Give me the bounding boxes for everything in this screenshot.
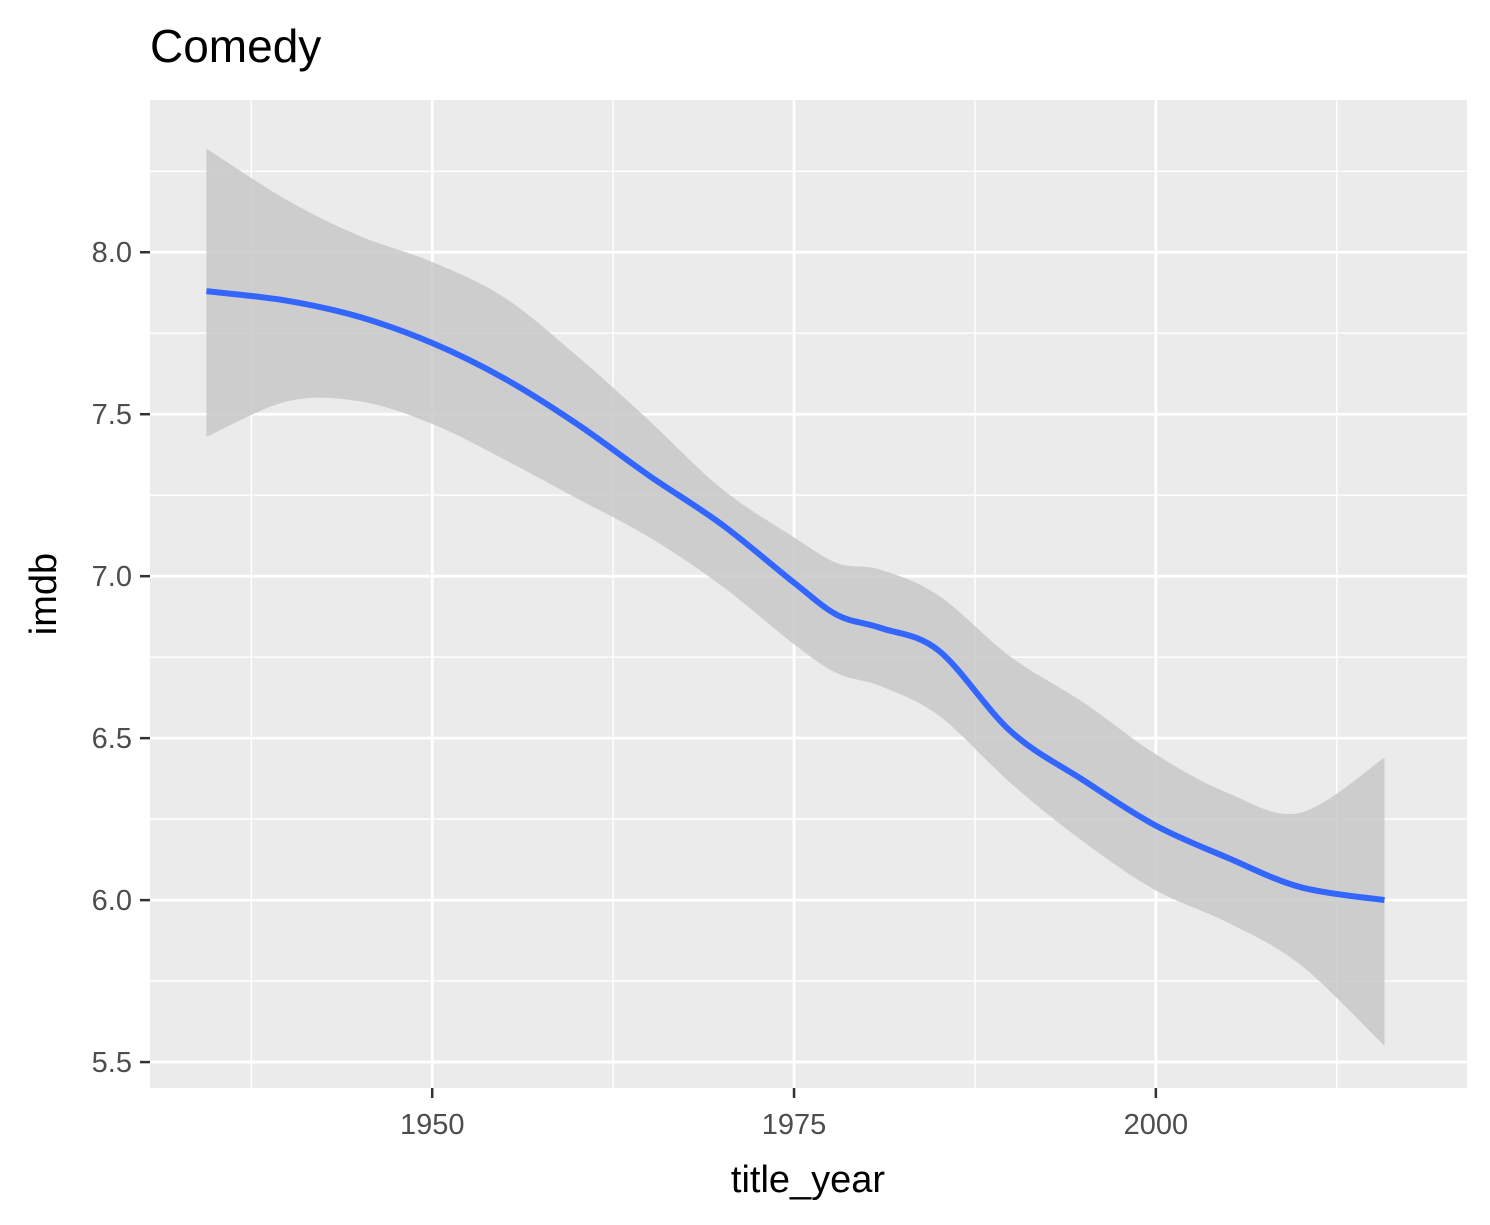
y-tick-label: 7.0 [92,561,132,593]
confidence-band-layer [206,148,1385,1046]
x-tick-label: 1975 [762,1109,827,1141]
x-tick-label: 2000 [1124,1109,1189,1141]
x-axis-label: title_year [731,1159,886,1201]
y-axis: 5.5 6.0 6.5 7.0 7.5 8.0 [92,237,150,1079]
y-tick-label: 6.0 [92,885,132,917]
y-axis-label: imdb [23,553,65,635]
y-tick-label: 6.5 [92,723,132,755]
y-tick-label: 8.0 [92,237,132,269]
y-tick-label: 7.5 [92,399,132,431]
x-tick-label: 1950 [400,1109,465,1141]
y-tick-label: 5.5 [92,1047,132,1079]
chart-title: Comedy [150,20,321,72]
confidence-band [206,148,1385,1046]
x-axis: 1950 1975 2000 [400,1088,1188,1141]
smooth-line-layer [206,288,1385,904]
smooth-trend-line [206,288,1385,904]
